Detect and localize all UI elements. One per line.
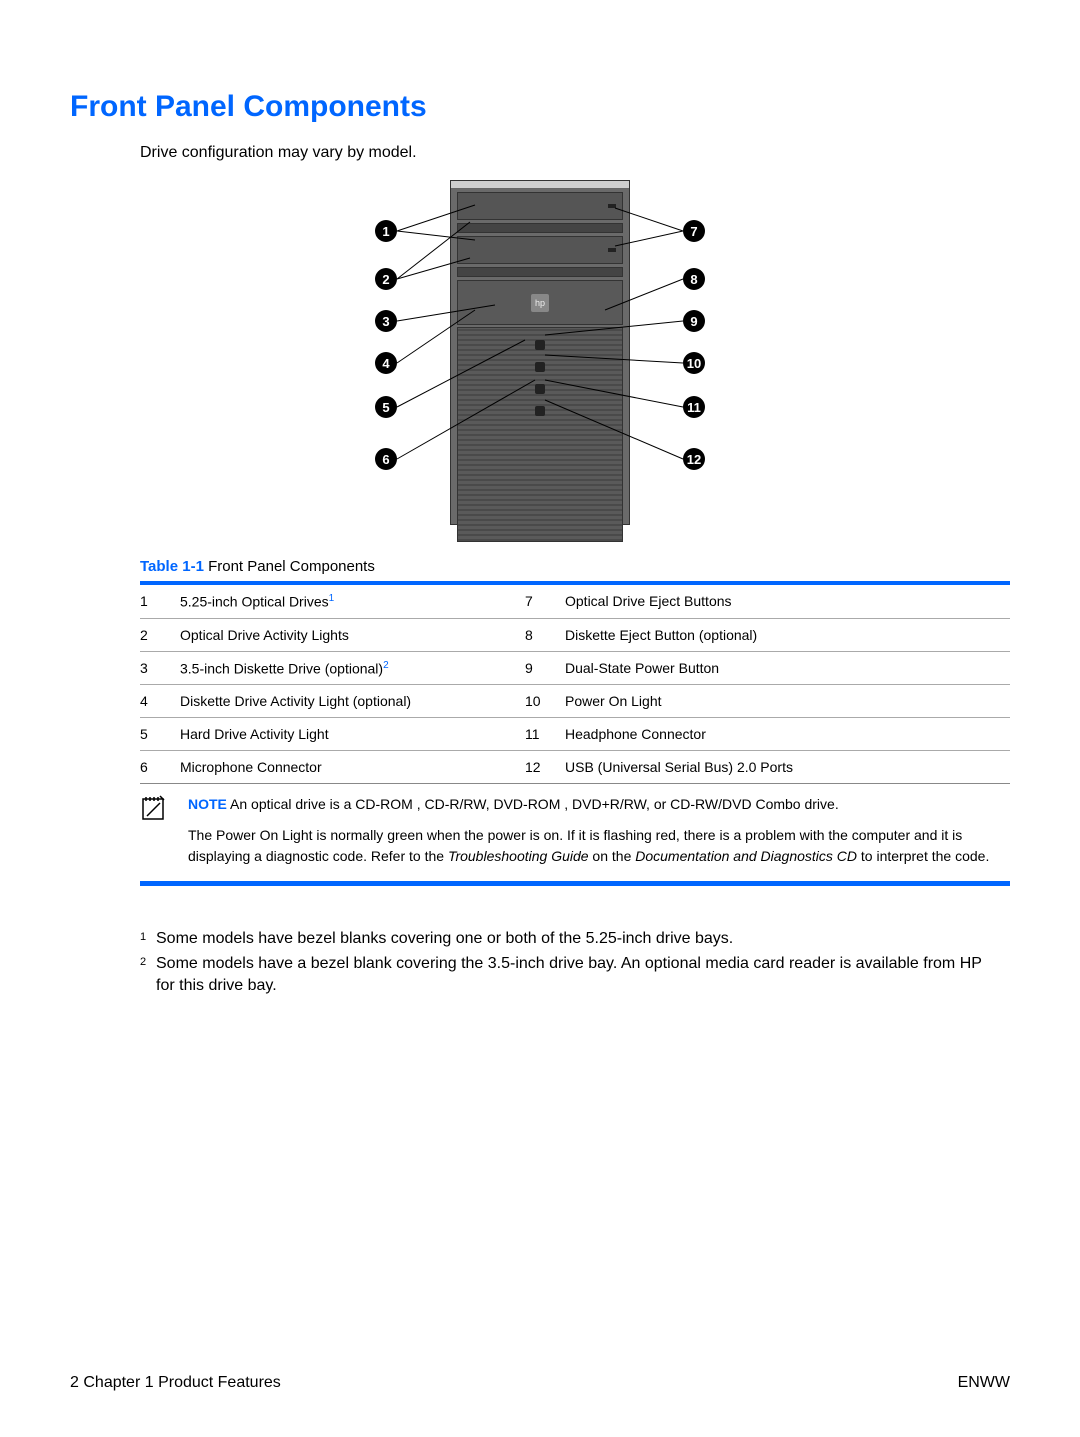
footnote-text: Some models have a bezel blank covering … [156,953,990,998]
row-num-left: 2 [140,618,180,651]
callout-5: 5 [375,396,397,418]
callout-2: 2 [375,268,397,290]
table-row: 2Optical Drive Activity Lights8Diskette … [140,618,1010,651]
row-num-right: 12 [525,751,565,784]
callout-4: 4 [375,352,397,374]
footnote-text: Some models have bezel blanks covering o… [156,928,733,950]
row-desc-left: Optical Drive Activity Lights [180,618,525,651]
callout-8: 8 [683,268,705,290]
row-num-right: 9 [525,651,565,685]
row-num-right: 10 [525,685,565,718]
footnotes: 1 Some models have bezel blanks covering … [140,928,990,997]
page-footer: 2 Chapter 1 Product Features ENWW [70,1374,1010,1392]
footnote-num: 1 [140,928,150,950]
callout-3: 3 [375,310,397,332]
table-row: 33.5-inch Diskette Drive (optional)29Dua… [140,651,1010,685]
row-num-right: 11 [525,718,565,751]
callout-10: 10 [683,352,705,374]
note-line2: The Power On Light is normally green whe… [188,825,1010,867]
callout-7: 7 [683,220,705,242]
table-row: 4Diskette Drive Activity Light (optional… [140,685,1010,718]
note-label: NOTE [188,796,227,812]
table-label: Table 1-1 [140,558,204,575]
footer-right: ENWW [958,1374,1010,1392]
row-desc-right: USB (Universal Serial Bus) 2.0 Ports [565,751,1010,784]
row-num-left: 5 [140,718,180,751]
footnote-num: 2 [140,953,150,998]
table-row: 6Microphone Connector12USB (Universal Se… [140,751,1010,784]
tower-illustration: hp [450,180,630,525]
note-block: NOTE An optical drive is a CD-ROM , CD-R… [140,783,1010,886]
footnote: 1 Some models have bezel blanks covering … [140,928,990,950]
table-row: 15.25-inch Optical Drives17Optical Drive… [140,585,1010,618]
note-icon [140,794,170,867]
row-desc-left: 5.25-inch Optical Drives1 [180,585,525,618]
row-desc-right: Optical Drive Eject Buttons [565,585,1010,618]
callout-9: 9 [683,310,705,332]
callout-11: 11 [683,396,705,418]
table-row: 5Hard Drive Activity Light11Headphone Co… [140,718,1010,751]
row-desc-right: Diskette Eject Button (optional) [565,618,1010,651]
row-num-right: 7 [525,585,565,618]
callout-12: 12 [683,448,705,470]
row-desc-left: 3.5-inch Diskette Drive (optional)2 [180,651,525,685]
row-desc-right: Headphone Connector [565,718,1010,751]
row-num-left: 1 [140,585,180,618]
row-desc-right: Power On Light [565,685,1010,718]
row-num-right: 8 [525,618,565,651]
row-desc-left: Microphone Connector [180,751,525,784]
note-line1: An optical drive is a CD-ROM , CD-R/RW, … [230,796,839,812]
page-title: Front Panel Components [70,90,1010,124]
chapter-label: Chapter 1 Product Features [83,1374,280,1391]
row-desc-right: Dual-State Power Button [565,651,1010,685]
row-num-left: 3 [140,651,180,685]
page-number: 2 [70,1374,79,1391]
callout-6: 6 [375,448,397,470]
subtitle-text: Drive configuration may vary by model. [140,144,1010,162]
diagram-container: hp 123 [70,180,1010,530]
components-table: 15.25-inch Optical Drives17Optical Drive… [140,585,1010,783]
row-num-left: 6 [140,751,180,784]
callout-1: 1 [375,220,397,242]
front-panel-diagram: hp 123 [375,180,705,530]
note-text: NOTE An optical drive is a CD-ROM , CD-R… [188,794,1010,867]
table-caption: Table 1-1 Front Panel Components [140,558,1010,575]
table-caption-text: Front Panel Components [208,558,375,575]
row-num-left: 4 [140,685,180,718]
footnote: 2Some models have a bezel blank covering… [140,953,990,998]
row-desc-left: Hard Drive Activity Light [180,718,525,751]
row-desc-left: Diskette Drive Activity Light (optional) [180,685,525,718]
